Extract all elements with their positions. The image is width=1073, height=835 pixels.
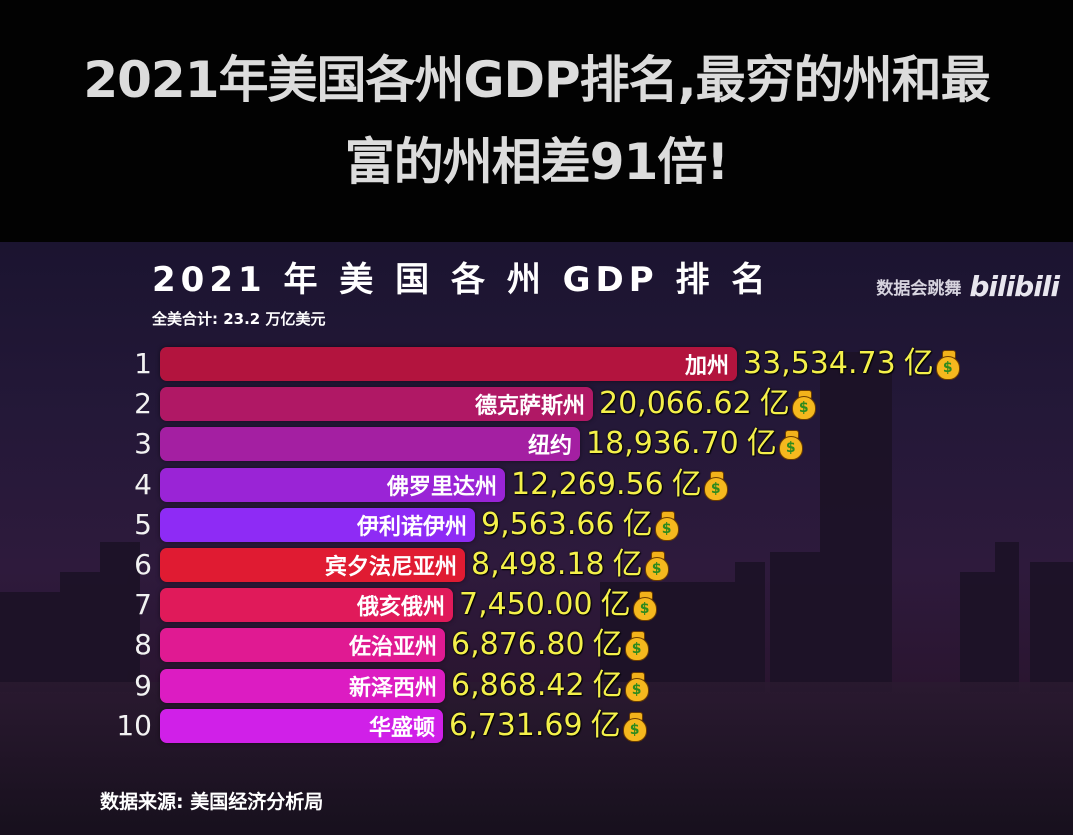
bar-label: 宾夕法尼亚州 — [324, 555, 457, 580]
value-number: 12,269.56 — [511, 466, 664, 502]
bar: 俄亥俄州 — [160, 588, 453, 623]
bar-rank: 7 — [134, 588, 152, 622]
chart-title: 2021 年 美 国 各 州 GDP 排 名 — [152, 260, 771, 300]
money-bag-icon: $ — [644, 550, 669, 581]
bar-label: 新泽西州 — [348, 675, 437, 701]
value-unit: 亿 — [759, 386, 790, 422]
bar: 加州 — [160, 347, 737, 381]
bar-rank: 9 — [134, 668, 152, 702]
bar-rank: 1 — [134, 347, 152, 380]
bar: 伊利诺伊州 — [160, 507, 475, 542]
money-bag-icon: $ — [654, 510, 679, 541]
value-number: 6,731.69 — [449, 707, 583, 743]
value-number: 9,563.66 — [481, 506, 615, 542]
value-unit: 亿 — [903, 346, 934, 381]
value-number: 7,450.00 — [459, 587, 593, 623]
bar: 新泽西州 — [160, 668, 445, 703]
value-number: 8,498.18 — [471, 547, 605, 582]
bar: 佐治亚州 — [160, 628, 445, 663]
value-unit: 亿 — [746, 426, 777, 462]
bar-rank: 5 — [134, 507, 152, 541]
money-bag-icon: $ — [622, 711, 647, 742]
headline-line-1: 2021年美国各州GDP排名,最穷的州和最 — [83, 51, 990, 109]
bar-label: 德克萨斯州 — [474, 394, 585, 420]
headline-line-2: 富的州相差91倍! — [344, 133, 729, 191]
bar-value: 18,936.70 亿 $ — [586, 426, 803, 462]
brand-watermark: 数据会跳舞 bilibili — [876, 270, 1060, 303]
bar: 德克萨斯州 — [160, 387, 593, 422]
bar-rank: 6 — [134, 548, 152, 581]
bar-rank: 2 — [134, 387, 152, 421]
bar-value: 6,876.80 亿 $ — [451, 627, 649, 663]
bar-rank: 4 — [134, 467, 152, 501]
bar-value: 33,534.73 亿 $ — [743, 346, 960, 382]
money-bag-icon: $ — [632, 590, 657, 622]
bar-value: 7,450.00 亿 $ — [459, 587, 657, 623]
bar: 宾夕法尼亚州 — [160, 548, 465, 582]
chart-subtitle: 全美合计: 23.2 万亿美元 — [152, 310, 326, 328]
value-number: 33,534.73 — [743, 346, 896, 381]
money-bag-icon: $ — [624, 671, 649, 702]
value-unit: 亿 — [612, 547, 643, 582]
data-source: 数据来源: 美国经济分析局 — [100, 791, 324, 813]
value-unit: 亿 — [671, 466, 702, 502]
bar: 纽约 — [160, 427, 580, 462]
bar-label: 伊利诺伊州 — [356, 514, 467, 540]
bar-rank: 8 — [134, 628, 152, 662]
value-unit: 亿 — [600, 587, 631, 623]
money-bag-icon: $ — [624, 630, 649, 662]
value-number: 6,868.42 — [451, 667, 585, 703]
bar-value: 6,731.69 亿 $ — [449, 708, 647, 744]
headline-banner: 2021年美国各州GDP排名,最穷的州和最 富的州相差91倍! — [0, 0, 1073, 242]
bar-label: 加州 — [684, 354, 729, 379]
bar: 佛罗里达州 — [160, 467, 505, 502]
value-number: 6,876.80 — [451, 627, 585, 663]
bar-label: 华盛顿 — [368, 715, 435, 741]
value-unit: 亿 — [592, 667, 623, 703]
bar-label: 佐治亚州 — [348, 635, 437, 661]
money-bag-icon: $ — [703, 470, 728, 501]
bar-label: 纽约 — [527, 434, 572, 460]
money-bag-icon: $ — [791, 389, 816, 421]
brand-text: 数据会跳舞 — [876, 279, 962, 299]
video-frame: 2021 年 美 国 各 州 GDP 排 名 全美合计: 23.2 万亿美元 数… — [0, 242, 1073, 835]
value-number: 18,936.70 — [586, 426, 739, 462]
value-unit: 亿 — [590, 707, 621, 743]
value-unit: 亿 — [592, 627, 623, 663]
bar-label: 俄亥俄州 — [356, 595, 445, 621]
bilibili-logo: bilibili — [969, 270, 1060, 303]
bar-value: 8,498.18 亿 $ — [471, 547, 669, 583]
city-skyline-background — [0, 352, 1073, 835]
bar-value: 20,066.62 亿 $ — [599, 386, 816, 422]
bar-label: 佛罗里达州 — [386, 474, 497, 500]
value-number: 20,066.62 — [599, 386, 752, 422]
value-unit: 亿 — [622, 506, 653, 542]
bar: 华盛顿 — [160, 708, 443, 743]
money-bag-icon: $ — [778, 429, 803, 461]
bar-rank: 3 — [134, 427, 152, 461]
bar-value: 9,563.66 亿 $ — [481, 507, 679, 543]
bar-value: 6,868.42 亿 $ — [451, 668, 649, 704]
bar-rank: 10 — [116, 708, 152, 742]
bar-value: 12,269.56 亿 $ — [511, 467, 728, 503]
money-bag-icon: $ — [935, 349, 960, 380]
